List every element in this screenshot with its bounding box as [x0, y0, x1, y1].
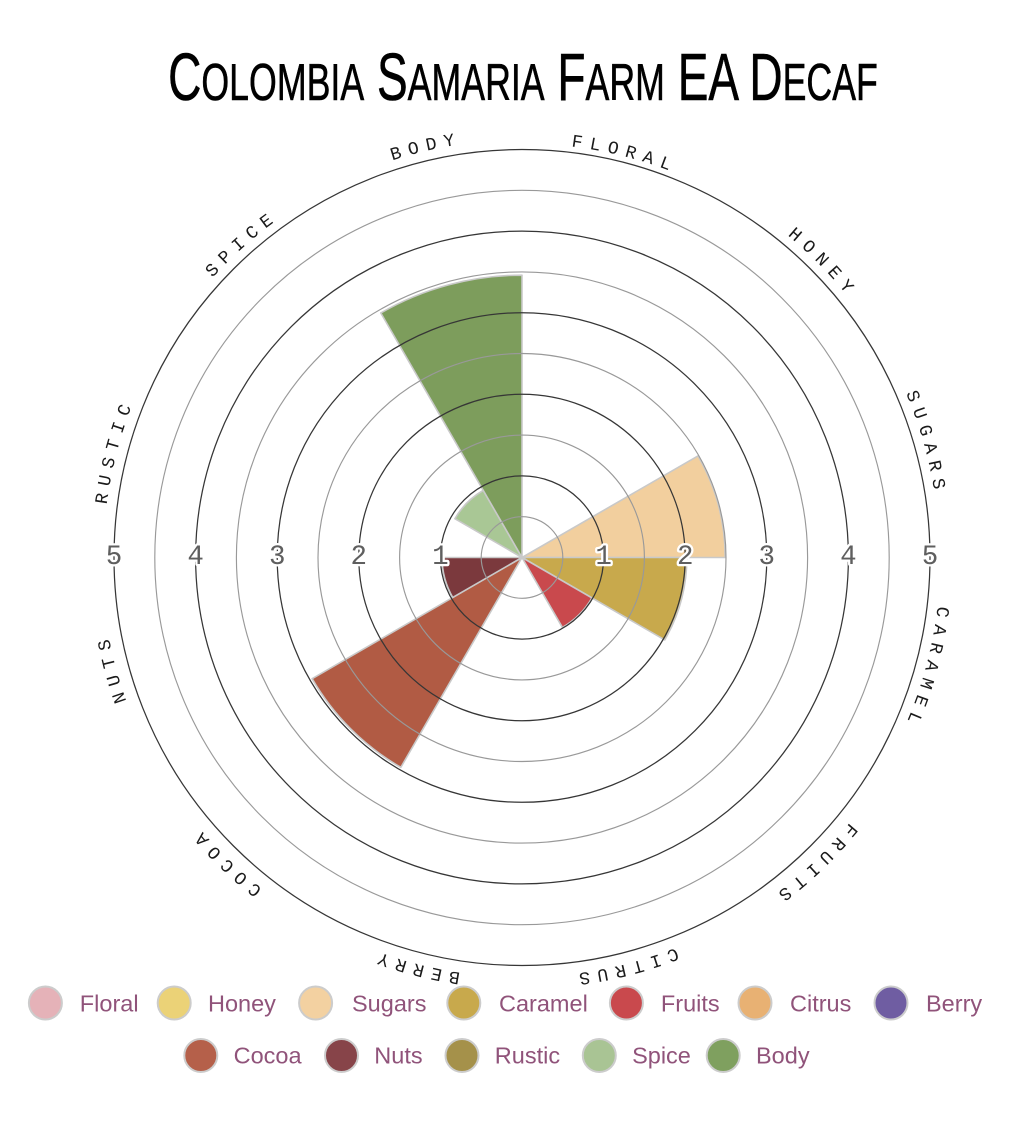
svg-text:Berry: Berry — [926, 991, 982, 1017]
svg-text:Citrus: Citrus — [790, 991, 851, 1017]
svg-text:Body: Body — [756, 1043, 810, 1069]
svg-text:FLORAL: FLORAL — [570, 132, 680, 178]
svg-text:Caramel: Caramel — [499, 991, 588, 1017]
svg-text:4: 4 — [187, 542, 204, 573]
svg-text:Nuts: Nuts — [374, 1043, 422, 1069]
svg-text:5: 5 — [106, 542, 123, 573]
svg-text:3: 3 — [269, 542, 286, 573]
svg-text:CITRUS: CITRUS — [571, 942, 681, 988]
svg-text:Rustic: Rustic — [495, 1043, 561, 1069]
svg-text:CARAMEL: CARAMEL — [899, 605, 952, 732]
svg-text:Floral: Floral — [80, 991, 139, 1017]
svg-text:2: 2 — [351, 542, 368, 573]
svg-text:Honey: Honey — [208, 991, 276, 1017]
svg-text:HONEY: HONEY — [784, 225, 862, 304]
svg-text:4: 4 — [840, 542, 857, 573]
svg-text:Spice: Spice — [632, 1043, 691, 1069]
svg-text:SUGARS: SUGARS — [900, 388, 949, 498]
svg-text:COLOMBIA SAMARIA FARM EA DECAF: COLOMBIA SAMARIA FARM EA DECAF — [168, 41, 878, 116]
svg-text:SPICE: SPICE — [202, 207, 283, 282]
svg-text:3: 3 — [759, 542, 776, 573]
svg-text:COCOA: COCOA — [187, 822, 266, 899]
svg-text:Sugars: Sugars — [352, 991, 426, 1017]
svg-text:2: 2 — [677, 542, 694, 573]
svg-text:RUSTIC: RUSTIC — [93, 395, 140, 505]
svg-text:5: 5 — [922, 542, 939, 573]
svg-text:NUTS: NUTS — [94, 630, 132, 705]
svg-text:1: 1 — [595, 542, 612, 573]
svg-text:FRUITS: FRUITS — [768, 819, 860, 908]
svg-text:Fruits: Fruits — [661, 991, 720, 1017]
svg-text:Cocoa: Cocoa — [234, 1043, 303, 1069]
svg-text:1: 1 — [432, 542, 449, 573]
